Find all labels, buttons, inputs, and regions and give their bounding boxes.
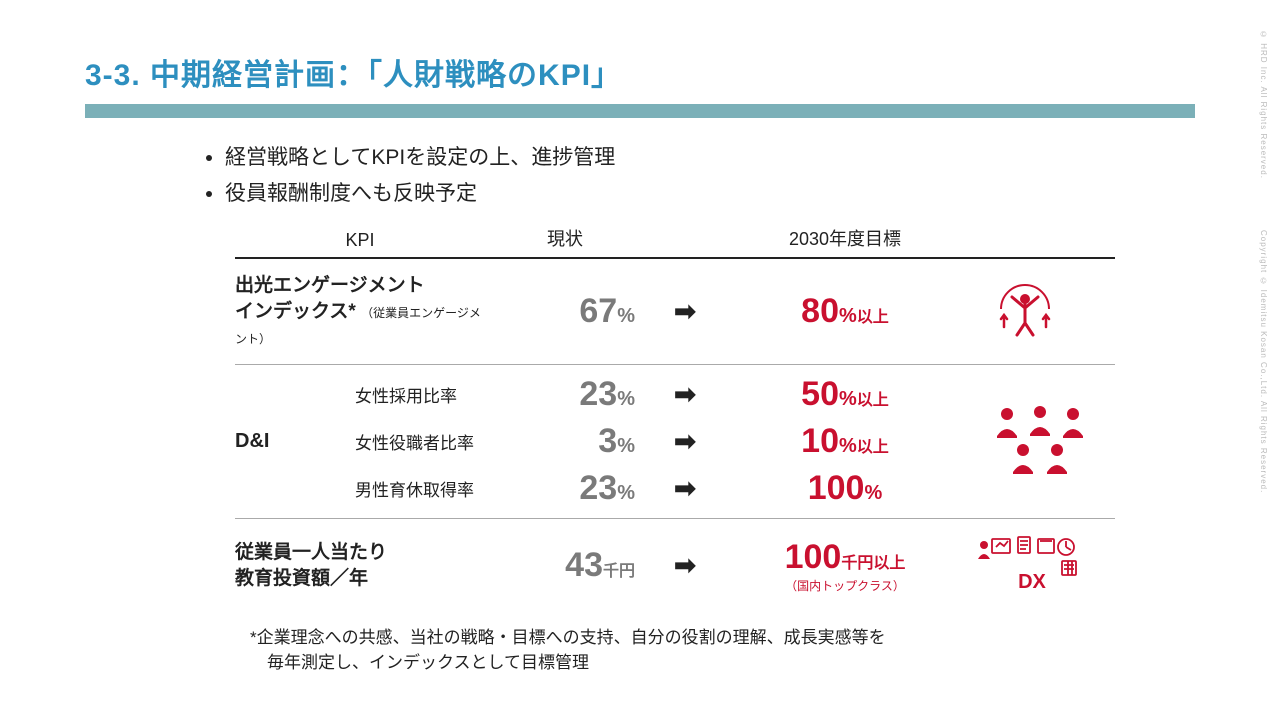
arrow-icon: ➡ [645, 550, 725, 581]
engagement-target: 80%以上 [725, 292, 965, 331]
value-num: 23 [579, 375, 617, 413]
education-current: 43千円 [485, 546, 645, 585]
copyright-side-1: © HRD Inc. All Rights Reserved. [1259, 30, 1268, 179]
copyright-side-2: Copyright © Idemitsu Kosan Co.,Ltd. All … [1259, 230, 1268, 493]
di-item-current: 23% [485, 375, 645, 414]
value-unit: 千円 [603, 563, 635, 580]
value-num: 43 [565, 546, 603, 584]
value-num: 10 [801, 422, 839, 460]
value-num: 80 [801, 292, 839, 330]
di-item-target: 100% [725, 469, 965, 508]
label-line: インデックス* [235, 301, 356, 322]
value-unit: % [839, 435, 857, 457]
label-line: 従業員一人当たり [235, 542, 387, 563]
value-num: 23 [579, 469, 617, 507]
value-unit: % [839, 305, 857, 327]
di-item-label: 男性育休取得率 [325, 476, 485, 501]
row-di: D&I 女性採用比率 23% ➡ 50%以上 [235, 365, 1115, 519]
di-item-label: 女性役職者比率 [325, 429, 485, 454]
kpi-table: KPI 現状 2030年度目標 出光エンゲージメント インデックス* （従業員エ… [235, 221, 1115, 612]
value-unit: 千円 [841, 555, 873, 572]
label-line: 出光エンゲージメント [235, 275, 425, 296]
bullet-item: 経営戦略としてKPIを設定の上、進捗管理 [225, 140, 1195, 176]
value-suffix: 以上 [873, 555, 905, 572]
di-item-current: 23% [485, 469, 645, 508]
di-item-label: 女性採用比率 [325, 382, 485, 407]
dx-icons: DX [970, 533, 1080, 593]
value-unit: % [864, 482, 882, 504]
value-num: 67 [579, 292, 617, 330]
label-line: 教育投資額／年 [235, 568, 368, 589]
value-unit: % [617, 435, 635, 457]
slide-title: 3-3. 中期経営計画：「人財戦略のKPI」 [85, 50, 1195, 94]
value-note: （国内トップクラス） [725, 577, 965, 594]
person-cheer-icon [990, 281, 1060, 337]
value-unit: % [617, 482, 635, 504]
value-suffix: 以上 [857, 392, 889, 409]
title-bar [85, 104, 1195, 118]
di-item-target: 10%以上 [725, 422, 965, 461]
bullet-item: 役員報酬制度へも反映予定 [225, 176, 1195, 212]
slide: 3-3. 中期経営計画：「人財戦略のKPI」 経営戦略としてKPIを設定の上、進… [0, 0, 1280, 720]
di-group-label: D&I [235, 430, 325, 453]
di-item-target: 50%以上 [725, 375, 965, 414]
arrow-icon: ➡ [645, 473, 725, 504]
dx-label: DX [1018, 571, 1046, 593]
value-num: 100 [785, 538, 842, 576]
arrow-icon: ➡ [645, 296, 725, 327]
value-num: 50 [801, 375, 839, 413]
engagement-current: 67% [485, 292, 645, 331]
people-group-icon [985, 400, 1095, 478]
header-current: 現状 [485, 225, 645, 251]
education-icon: DX [965, 533, 1085, 598]
bullet-list: 経営戦略としてKPIを設定の上、進捗管理 役員報酬制度へも反映予定 [205, 140, 1195, 211]
row-engagement: 出光エンゲージメント インデックス* （従業員エンゲージメント） 67% ➡ 8… [235, 259, 1115, 365]
arrow-icon: ➡ [645, 426, 725, 457]
row-education: 従業員一人当たり 教育投資額／年 43千円 ➡ 100千円以上 （国内トップクラ… [235, 519, 1115, 612]
header-kpi: KPI [235, 230, 485, 251]
education-target: 100千円以上 （国内トップクラス） [725, 538, 965, 594]
value-unit: % [617, 305, 635, 327]
engagement-icon [965, 281, 1085, 342]
di-item-current: 3% [485, 422, 645, 461]
value-num: 3 [598, 422, 617, 460]
value-num: 100 [808, 469, 865, 507]
engagement-label: 出光エンゲージメント インデックス* （従業員エンゲージメント） [235, 273, 485, 350]
education-label: 従業員一人当たり 教育投資額／年 [235, 540, 485, 591]
arrow-icon: ➡ [645, 379, 725, 410]
value-unit: % [839, 388, 857, 410]
value-unit: % [617, 388, 635, 410]
di-people-icon [965, 400, 1115, 483]
footnote: *企業理念への共感、当社の戦略・目標への支持、自分の役割の理解、成長実感等を 毎… [250, 626, 1195, 675]
table-header-row: KPI 現状 2030年度目標 [235, 221, 1115, 259]
header-target: 2030年度目標 [725, 225, 965, 251]
value-suffix: 以上 [857, 439, 889, 456]
value-suffix: 以上 [857, 309, 889, 326]
